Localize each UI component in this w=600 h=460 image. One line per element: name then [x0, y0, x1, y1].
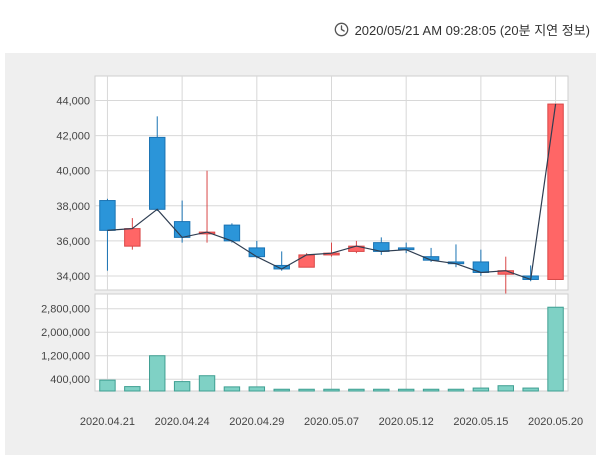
candle [99, 198, 116, 271]
clock-icon [334, 22, 348, 37]
volume-bar [99, 379, 116, 392]
volume-bar [248, 386, 266, 392]
volume-bar [173, 381, 191, 392]
candle-body [298, 254, 315, 268]
timestamp-label: 2020/05/21 AM 09:28:05 (20분 지연 정보) [354, 23, 590, 38]
price-tick-label: 44,000 [56, 96, 90, 108]
volume-bar [223, 386, 241, 392]
x-axis: 2020.04.21 2020.04.24 2020.04.29 2020.05.07… [80, 416, 583, 428]
volume-bar [323, 388, 340, 392]
volume-bar [447, 388, 465, 392]
volume-bar [149, 355, 166, 392]
volume-bar [124, 386, 141, 392]
volume-tick-label: 1,200,000 [41, 351, 90, 363]
volume-bar [422, 388, 440, 392]
x-tick-label: 2020.04.21 [80, 416, 135, 428]
volume-bar [522, 387, 539, 392]
x-tick-label: 2020.05.20 [528, 416, 583, 428]
candle [223, 223, 241, 243]
close-price-line [107, 104, 557, 281]
volume-bar [348, 388, 365, 392]
volume-bar [547, 306, 564, 392]
candle-body [99, 200, 116, 231]
header-bar: 2020/05/21 AM 09:28:05 (20분 지연 정보) [0, 0, 600, 52]
volume-tick-label: 2,800,000 [41, 304, 90, 316]
x-tick-label: 2020.05.12 [379, 416, 434, 428]
candle-body [173, 221, 191, 238]
volume-bar [472, 387, 490, 392]
price-tick-label: 36,000 [56, 236, 90, 248]
candle-body [248, 247, 266, 258]
volume-bar [373, 388, 390, 392]
x-tick-label: 2020.05.15 [453, 416, 508, 428]
volume-bar [198, 375, 216, 392]
candle [547, 103, 564, 280]
x-tick-label: 2020.05.07 [304, 416, 359, 428]
volume-bar [298, 388, 315, 392]
candle-body [124, 228, 141, 247]
stock-chart: 34,000 36,000 38,000 40,000 42,000 44,000 400… [41, 75, 583, 428]
volume-tick-label: 2,000,000 [41, 327, 90, 339]
volume-plot: 400,000 1,200,000 2,000,000 2,800,000 [41, 293, 569, 392]
price-tick-label: 34,000 [56, 271, 90, 283]
timestamp-area: 2020/05/21 AM 09:28:05 (20분 지연 정보) [334, 20, 590, 39]
volume-bar [397, 388, 415, 392]
volume-bar [273, 388, 290, 392]
volume-bar [497, 385, 514, 392]
price-tick-label: 40,000 [56, 166, 90, 178]
candle-body [149, 136, 166, 210]
candle-body [547, 103, 564, 280]
price-tick-label: 42,000 [56, 131, 90, 143]
price-plot: 34,000 36,000 38,000 40,000 42,000 44,000 [56, 75, 569, 296]
price-tick-label: 38,000 [56, 201, 90, 213]
volume-tick-label: 400,000 [50, 374, 90, 386]
chart-panel: 34,000 36,000 38,000 40,000 42,000 44,000 400… [5, 53, 596, 455]
x-tick-label: 2020.04.24 [155, 416, 210, 428]
x-tick-label: 2020.04.29 [229, 416, 284, 428]
